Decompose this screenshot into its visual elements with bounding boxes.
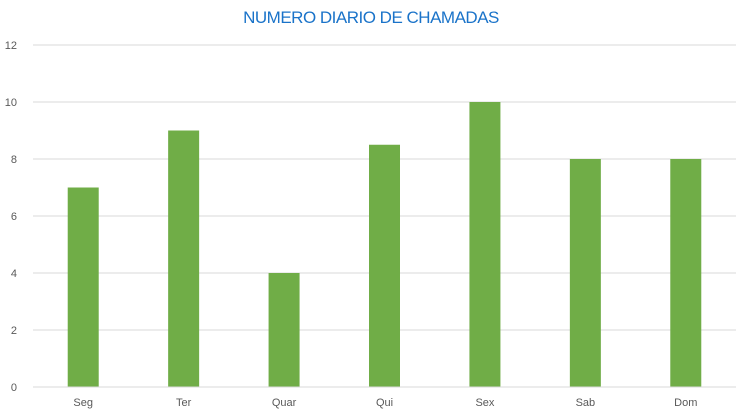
- y-tick-label: 12: [5, 40, 17, 52]
- axes: 0 2 4 6 8 10 12 Seg Ter Quar Qui Sex Sab Dom: [5, 40, 736, 409]
- y-tick-label: 0: [11, 382, 17, 394]
- bar-quar: [268, 273, 300, 387]
- bar-ter: [168, 130, 200, 387]
- y-tick-label: 2: [11, 325, 17, 337]
- bar-seg: [67, 187, 99, 387]
- y-tick-label: 10: [5, 97, 17, 109]
- x-tick-label: Sab: [576, 397, 596, 409]
- bar-dom: [670, 159, 702, 387]
- x-tick-label: Qui: [376, 397, 393, 409]
- bar-qui: [369, 144, 400, 387]
- x-tick-label: Sex: [475, 397, 494, 409]
- x-tick-label: Ter: [176, 397, 192, 409]
- y-tick-label: 6: [11, 211, 17, 223]
- y-tick-label: 8: [11, 154, 17, 166]
- x-tick-label: Seg: [73, 397, 93, 409]
- x-tick-label: Quar: [272, 397, 297, 409]
- chart-title: NUMERO DIARIO DE CHAMADAS: [243, 8, 499, 27]
- bars: [67, 102, 702, 387]
- x-tick-label: Dom: [674, 397, 697, 409]
- bar-sex: [469, 102, 501, 387]
- bar-sab: [569, 159, 601, 387]
- y-tick-label: 4: [11, 268, 17, 280]
